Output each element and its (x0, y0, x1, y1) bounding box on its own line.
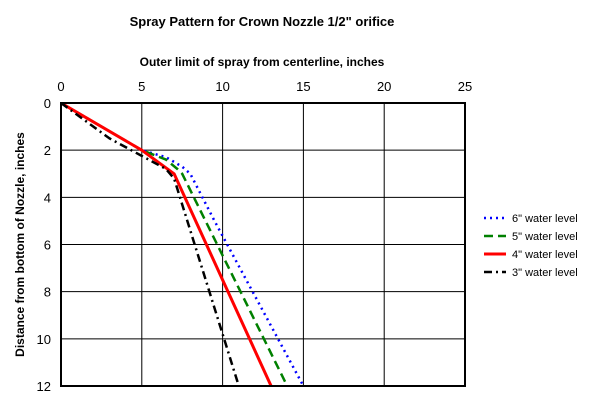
x-tick-label: 5 (138, 79, 145, 94)
series-line-3-water-level (61, 103, 240, 386)
legend-label: 6" water level (512, 213, 578, 225)
legend-label: 3" water level (512, 267, 578, 279)
y-axis-label: Distance from bottom of Nozzle, inches (13, 132, 27, 357)
legend-label: 4" water level (512, 249, 578, 261)
y-tick-labels: 0 2 4 6 8 10 12 (37, 96, 51, 394)
x-axis-label: Outer limit of spray from centerline, in… (140, 55, 385, 69)
legend-label: 5" water level (512, 231, 578, 243)
x-tick-label: 10 (215, 79, 229, 94)
legend: 6" water level 5" water level 4" water lev… (484, 213, 578, 279)
y-tick-label: 2 (44, 143, 51, 158)
y-tick-label: 0 (44, 96, 51, 111)
chart-title: Spray Pattern for Crown Nozzle 1/2" orif… (130, 14, 395, 29)
x-tick-label: 15 (296, 79, 310, 94)
x-tick-label: 20 (377, 79, 391, 94)
x-tick-label: 25 (458, 79, 472, 94)
series-line-4-water-level (61, 103, 273, 386)
y-tick-label: 8 (44, 285, 51, 300)
plot-frame (60, 102, 466, 387)
series-lines (61, 103, 305, 386)
x-tick-label: 0 (57, 79, 64, 94)
y-tick-label: 4 (44, 190, 51, 205)
y-tick-label: 6 (44, 238, 51, 253)
x-tick-labels: 0 5 10 15 20 25 (57, 79, 472, 94)
y-tick-label: 10 (37, 332, 51, 347)
y-tick-label: 12 (37, 379, 51, 394)
